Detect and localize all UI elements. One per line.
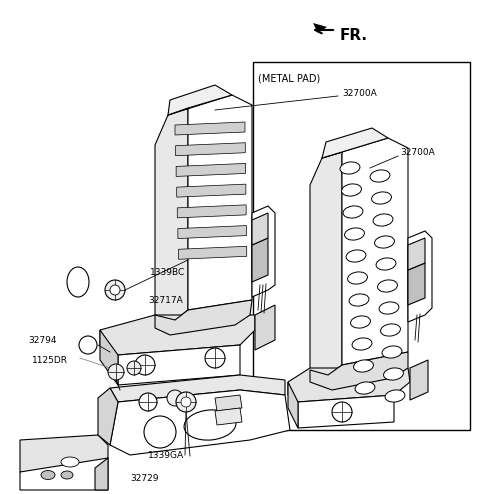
Ellipse shape [354,360,373,372]
Ellipse shape [381,324,400,336]
Polygon shape [100,330,118,385]
Polygon shape [20,458,108,490]
Polygon shape [168,95,252,310]
Ellipse shape [373,214,393,226]
Polygon shape [252,206,275,297]
Polygon shape [252,238,268,282]
Polygon shape [408,238,425,270]
Ellipse shape [345,228,364,240]
Ellipse shape [349,294,369,306]
Polygon shape [252,213,268,245]
Circle shape [332,402,352,422]
Polygon shape [100,315,255,355]
Circle shape [79,336,97,354]
Circle shape [127,361,141,375]
Polygon shape [288,368,410,402]
Ellipse shape [384,368,403,380]
Ellipse shape [61,457,79,467]
Circle shape [181,397,191,407]
Polygon shape [408,231,432,322]
Polygon shape [175,122,245,135]
Text: 32717A: 32717A [148,295,183,304]
Polygon shape [177,205,246,218]
Polygon shape [168,85,232,115]
Polygon shape [110,390,290,455]
Ellipse shape [372,192,391,204]
Text: 32700A: 32700A [342,88,377,97]
Text: 32729: 32729 [130,474,158,483]
Text: 1339BC: 1339BC [150,267,185,277]
Ellipse shape [346,250,366,262]
Polygon shape [215,408,242,425]
Ellipse shape [379,302,399,314]
Ellipse shape [348,272,367,284]
Circle shape [144,416,176,448]
Polygon shape [179,247,247,259]
Polygon shape [310,352,408,390]
Polygon shape [176,143,245,156]
Polygon shape [177,184,246,197]
Ellipse shape [41,470,55,480]
Text: 1339GA: 1339GA [148,451,184,459]
Text: 32794: 32794 [28,335,57,344]
Polygon shape [408,263,425,305]
Circle shape [167,390,183,406]
Polygon shape [20,435,108,472]
Circle shape [108,364,124,380]
Polygon shape [322,138,408,365]
Ellipse shape [61,471,73,479]
Polygon shape [215,395,242,411]
Polygon shape [176,164,246,176]
Ellipse shape [352,338,372,350]
Polygon shape [95,458,108,490]
Ellipse shape [184,410,236,440]
Polygon shape [288,382,298,428]
Polygon shape [155,108,188,320]
Ellipse shape [378,280,397,292]
Ellipse shape [385,390,405,402]
Circle shape [139,393,157,411]
Polygon shape [313,23,327,33]
Polygon shape [410,360,428,400]
Ellipse shape [376,258,396,270]
Circle shape [135,355,155,375]
Text: FR.: FR. [340,28,368,43]
Ellipse shape [340,162,360,174]
Polygon shape [178,226,246,239]
Polygon shape [322,128,388,158]
Polygon shape [298,395,394,428]
Circle shape [176,392,196,412]
Polygon shape [118,345,240,385]
Ellipse shape [374,236,395,248]
Polygon shape [253,62,470,430]
Polygon shape [310,152,342,375]
Text: (METAL PAD): (METAL PAD) [258,74,321,84]
Ellipse shape [382,346,402,358]
Circle shape [105,280,125,300]
Ellipse shape [355,382,375,394]
Polygon shape [255,305,275,350]
Ellipse shape [343,206,363,218]
Polygon shape [98,388,118,445]
Circle shape [110,285,120,295]
Circle shape [205,348,225,368]
Text: 32700A: 32700A [400,148,435,157]
Polygon shape [110,375,285,402]
Text: 1125DR: 1125DR [32,356,68,365]
Ellipse shape [342,184,361,196]
Ellipse shape [350,316,371,328]
Ellipse shape [370,170,390,182]
Ellipse shape [67,267,89,297]
Polygon shape [155,300,252,335]
